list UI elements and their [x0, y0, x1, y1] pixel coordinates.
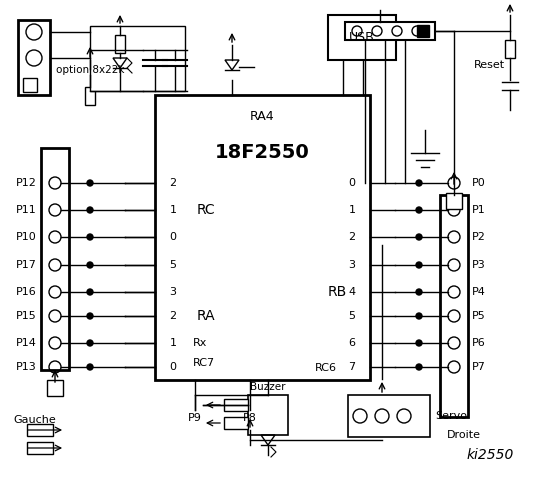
Bar	[41, 148, 69, 370]
Circle shape	[87, 289, 93, 295]
Circle shape	[416, 313, 422, 319]
Text: P0: P0	[472, 178, 486, 188]
Text: 7: 7	[348, 362, 356, 372]
Text: RC6: RC6	[315, 363, 337, 373]
Text: P17: P17	[16, 260, 37, 270]
Text: 2: 2	[348, 232, 356, 242]
Bar	[115, 35, 125, 53]
Circle shape	[416, 180, 422, 186]
Text: Rx: Rx	[193, 338, 207, 348]
Text: P7: P7	[472, 362, 486, 372]
Text: Servo: Servo	[435, 411, 467, 421]
Text: RA4: RA4	[250, 110, 275, 123]
Bar	[345, 22, 435, 40]
Text: P6: P6	[472, 338, 486, 348]
Circle shape	[87, 364, 93, 370]
Circle shape	[87, 234, 93, 240]
Bar	[224, 399, 248, 411]
Circle shape	[416, 207, 422, 213]
Bar	[85, 87, 95, 105]
Text: 0: 0	[170, 362, 176, 372]
Circle shape	[416, 364, 422, 370]
Text: P13: P13	[16, 362, 37, 372]
Text: P4: P4	[472, 287, 486, 297]
Text: P15: P15	[16, 311, 37, 321]
Text: P14: P14	[16, 338, 37, 348]
Text: 2: 2	[169, 311, 176, 321]
Text: Gauche: Gauche	[14, 415, 56, 425]
Text: P8: P8	[243, 413, 257, 423]
Circle shape	[87, 313, 93, 319]
Text: 0: 0	[170, 232, 176, 242]
Text: USB: USB	[349, 31, 375, 44]
Text: P12: P12	[16, 178, 37, 188]
Bar	[328, 15, 396, 60]
Text: 5: 5	[170, 260, 176, 270]
Text: 5: 5	[348, 311, 356, 321]
Bar	[348, 395, 430, 437]
Bar	[27, 442, 53, 454]
Text: 2: 2	[169, 178, 176, 188]
Bar	[90, 26, 185, 91]
Text: 4: 4	[348, 287, 356, 297]
Circle shape	[416, 262, 422, 268]
Text: 0: 0	[348, 178, 356, 188]
Text: P11: P11	[16, 205, 37, 215]
Bar	[505, 40, 515, 58]
Bar	[440, 195, 468, 417]
Circle shape	[87, 340, 93, 346]
Text: P2: P2	[472, 232, 486, 242]
Circle shape	[416, 234, 422, 240]
Bar	[224, 417, 248, 429]
Circle shape	[87, 207, 93, 213]
Bar	[27, 424, 53, 436]
Text: ki2550: ki2550	[466, 448, 514, 462]
Bar	[446, 193, 462, 209]
Bar	[155, 95, 370, 380]
Text: P10: P10	[16, 232, 37, 242]
Circle shape	[416, 340, 422, 346]
Text: 1: 1	[170, 338, 176, 348]
Text: P16: P16	[16, 287, 37, 297]
Text: P1: P1	[472, 205, 486, 215]
Text: Droite: Droite	[447, 430, 481, 440]
Text: option 8x22k: option 8x22k	[56, 65, 124, 75]
Bar	[417, 25, 429, 37]
Bar	[23, 78, 37, 92]
Text: P9: P9	[188, 413, 202, 423]
Text: RC7: RC7	[193, 358, 215, 368]
Text: 6: 6	[348, 338, 356, 348]
Text: 3: 3	[170, 287, 176, 297]
Bar	[47, 380, 63, 396]
Text: Buzzer: Buzzer	[251, 382, 286, 392]
Text: Reset: Reset	[474, 60, 505, 70]
Bar	[248, 395, 288, 435]
Circle shape	[87, 180, 93, 186]
Text: 1: 1	[170, 205, 176, 215]
Bar	[18, 20, 50, 95]
Text: 1: 1	[348, 205, 356, 215]
Text: RC: RC	[197, 203, 216, 217]
Circle shape	[87, 262, 93, 268]
Text: RB: RB	[328, 285, 347, 299]
Text: 18F2550: 18F2550	[215, 144, 310, 163]
Circle shape	[416, 289, 422, 295]
Text: P5: P5	[472, 311, 486, 321]
Text: RA: RA	[197, 309, 216, 323]
Text: 3: 3	[348, 260, 356, 270]
Text: P3: P3	[472, 260, 486, 270]
